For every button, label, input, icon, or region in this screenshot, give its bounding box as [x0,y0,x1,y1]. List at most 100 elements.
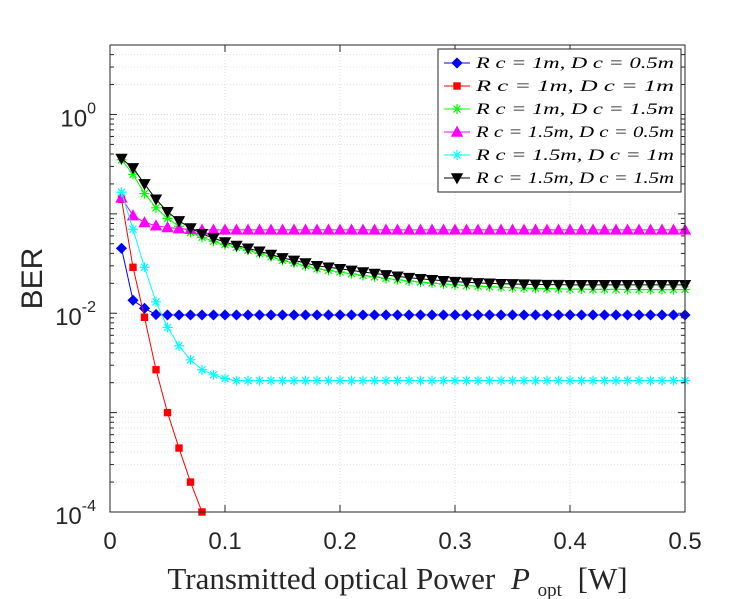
data-point [334,309,346,321]
data-point [150,308,162,321]
data-point [218,237,232,249]
data-point [507,375,518,386]
data-point [541,309,553,321]
data-point [426,309,438,321]
x-axis-label-symbol: P [510,561,530,596]
series-6 [115,153,692,292]
data-point [586,280,600,292]
data-point [415,375,426,386]
y-tick-label-exponent: 0 [87,100,96,117]
data-point [632,280,646,292]
legend-entry: R c = 1m, D c = 0.5m [444,55,674,72]
data-point [173,309,185,321]
data-point [149,219,163,231]
y-tick-label-exponent: -4 [82,498,96,515]
data-point [289,375,299,386]
legend-label: R c = 1.5m, D c = 1m [475,147,674,164]
data-point [563,280,577,292]
data-point [450,375,460,386]
data-point [461,375,472,386]
data-point [115,242,128,254]
data-point [529,309,542,321]
data-point [381,375,391,386]
data-point [438,375,449,386]
legend-entry: R c = 1.5m, D c = 1m [444,147,674,164]
data-point [345,265,358,277]
data-point [185,354,196,365]
data-point [184,309,197,321]
data-point [310,261,324,273]
data-point [610,309,622,321]
data-point [553,375,564,386]
data-point [138,179,151,191]
data-point [529,279,542,291]
legend-entry: R c = 1m, D c = 1m [444,78,674,95]
data-point [276,309,289,321]
data-point [207,309,220,321]
data-point [632,223,646,235]
data-point [667,223,680,235]
x-axis-label-unit: [W] [578,561,628,596]
data-point [152,366,160,374]
data-point [587,309,599,321]
data-point [483,309,496,321]
x-tick-label: 0.2 [323,528,356,555]
data-point [494,278,508,291]
data-point [588,375,598,386]
data-point [460,223,473,235]
ticks [109,44,686,513]
data-point [128,224,138,235]
data-point [657,375,667,386]
legend-marker [451,57,463,69]
data-point [402,223,416,235]
data-point [368,223,381,235]
y-tick-label: 10-2 [55,299,96,331]
data-point [644,280,657,292]
data-point [473,375,483,386]
data-point [322,309,335,321]
y-tick-label-base: 10 [60,105,87,132]
data-point [322,262,335,274]
data-point [184,223,197,235]
data-point [542,375,552,386]
data-point [471,278,485,290]
data-point [586,223,600,235]
data-point [496,375,506,386]
data-point [575,223,588,235]
legend-marker [453,82,461,90]
data-point [276,223,289,235]
legend-entry: R c = 1.5m, D c = 1.5m [444,170,674,187]
data-point [128,169,138,180]
data-point [207,233,220,245]
data-point [333,263,347,276]
data-point [540,223,554,235]
data-point [575,280,588,292]
data-point [126,163,140,175]
data-point [151,296,161,307]
data-point [197,364,207,375]
data-point [460,309,473,321]
data-point [529,223,542,235]
data-point [506,309,519,321]
data-point [218,223,232,235]
data-point [621,223,634,235]
data-point [195,228,209,241]
data-point [266,375,276,386]
data-point [414,274,427,286]
data-point [230,223,243,235]
data-point [644,309,657,321]
data-point [530,375,541,386]
data-point [427,375,437,386]
data-point [230,309,243,321]
data-point [161,206,174,219]
data-point [448,276,462,288]
data-point [369,375,380,386]
legend-entry: R c = 1m, D c = 1.5m [444,101,674,118]
data-point [172,222,186,234]
data-point [484,375,495,386]
data-point [599,375,610,386]
legend-marker [450,125,464,137]
data-point [437,276,450,288]
data-point [253,223,266,235]
y-tick-label: 100 [60,100,96,132]
